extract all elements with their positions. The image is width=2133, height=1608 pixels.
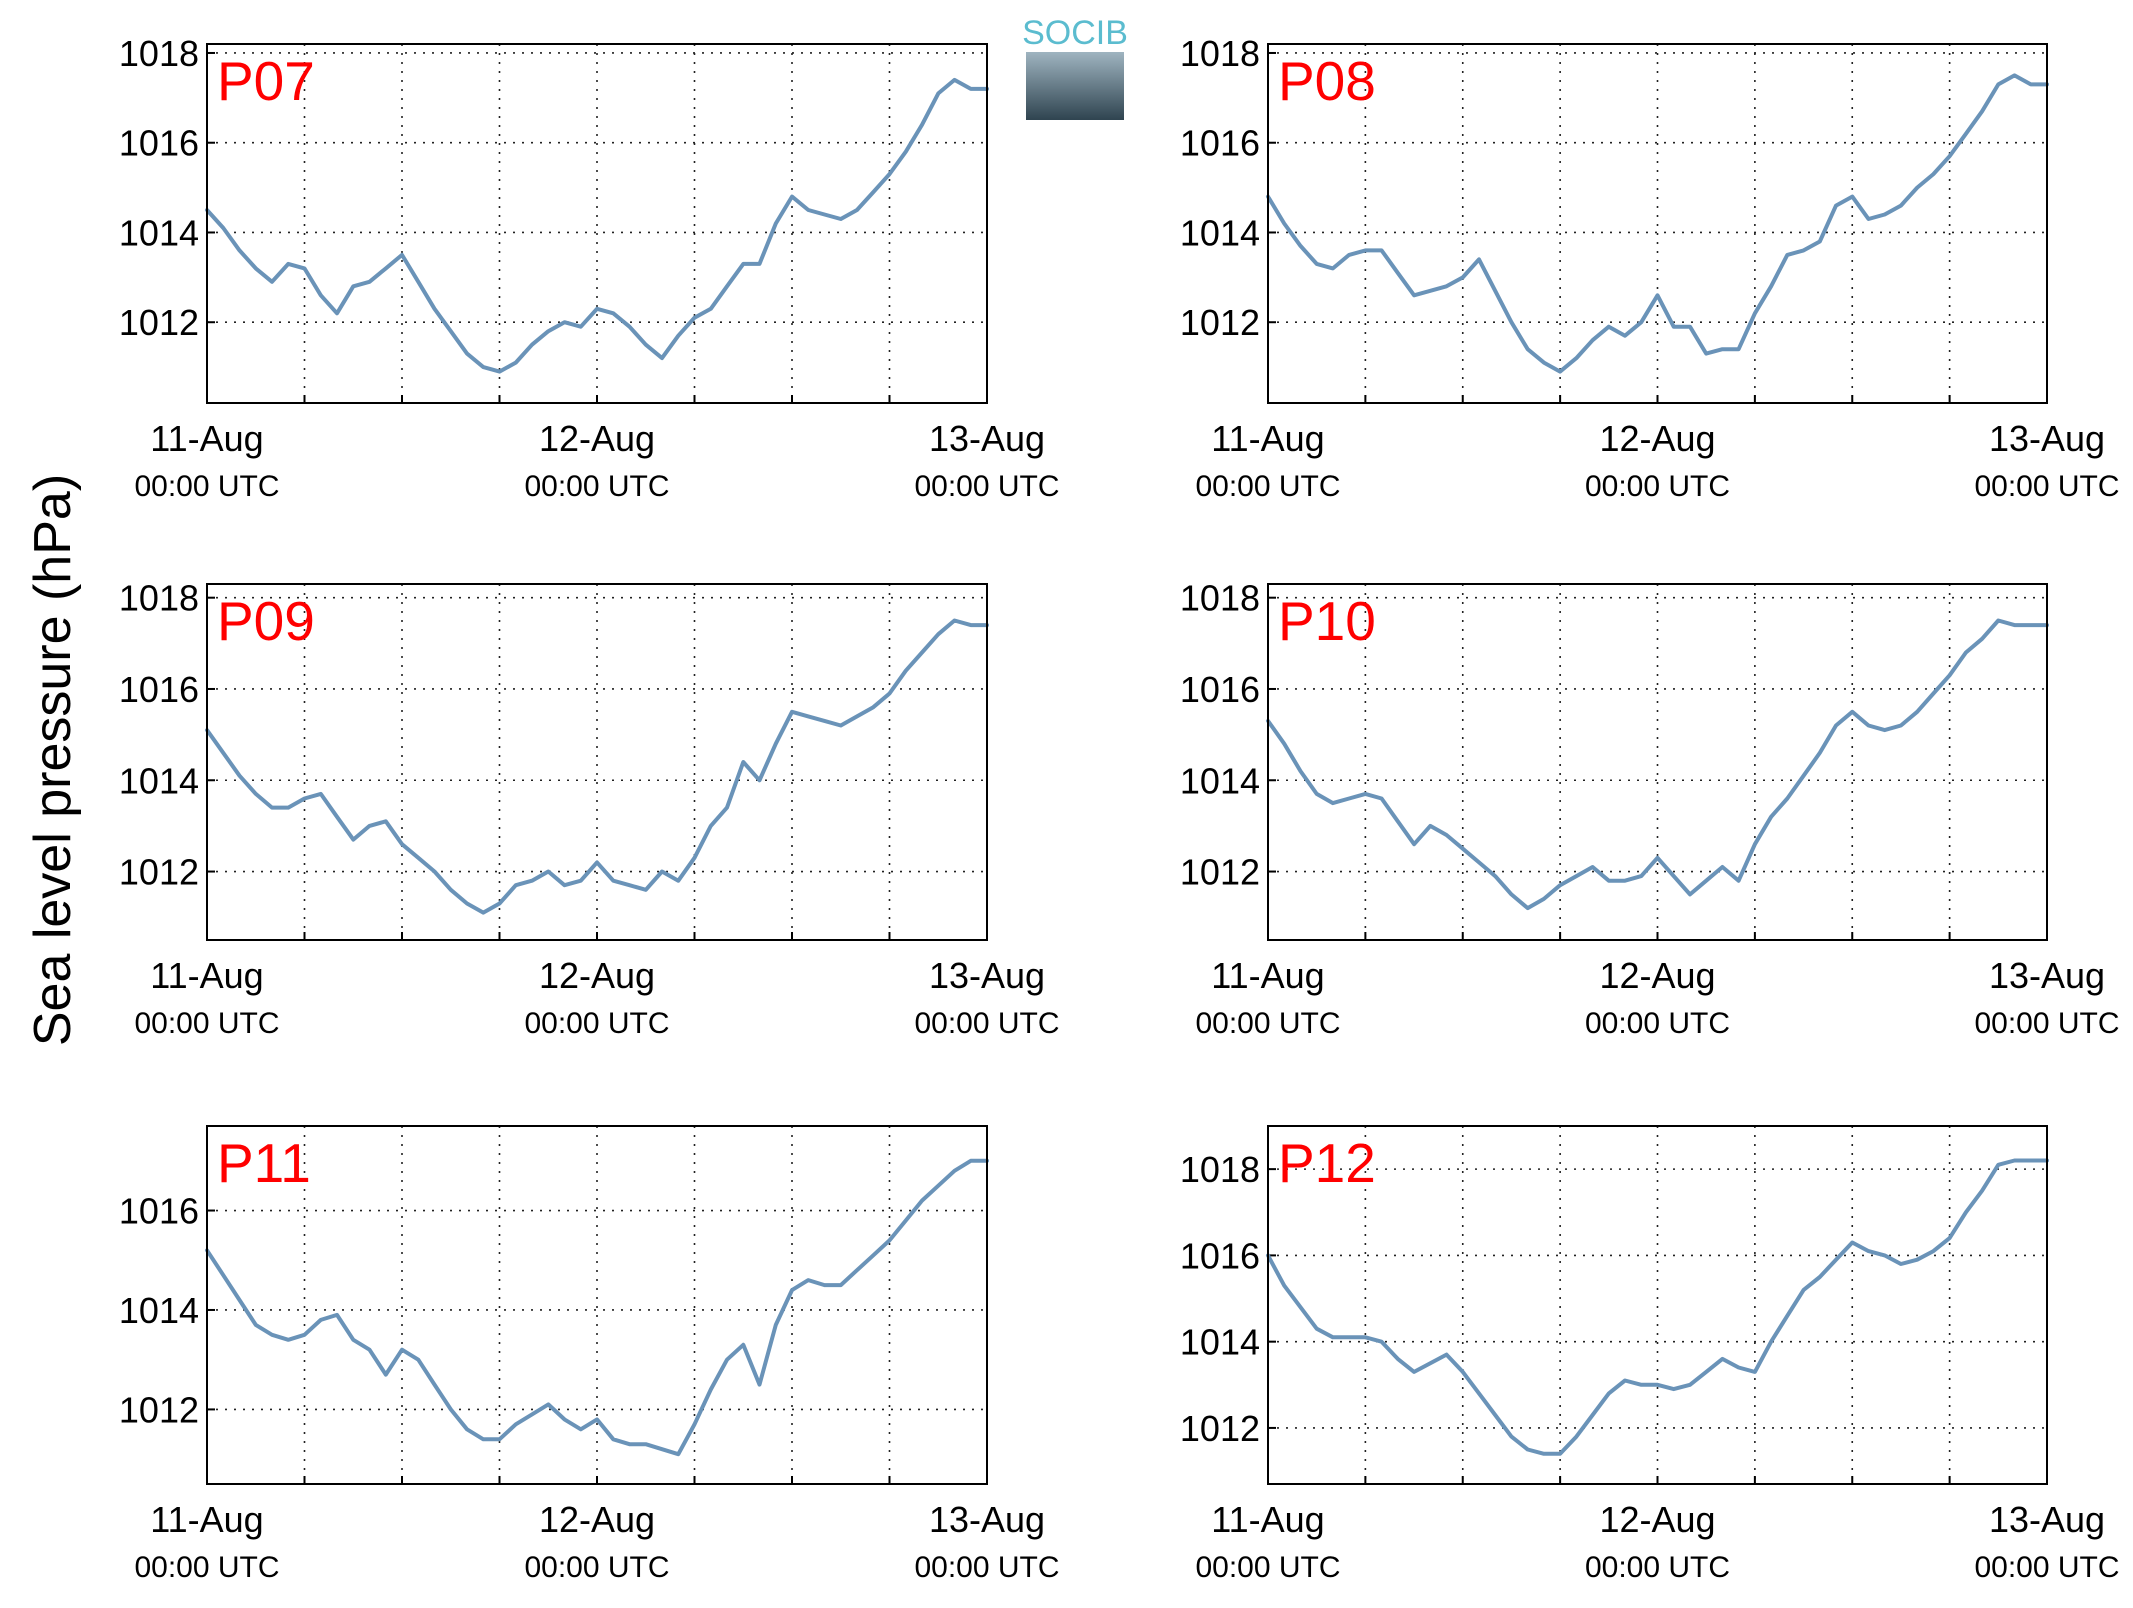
panel: 11-Aug 00:00 UTC 12-Aug 00:00 UTC 13-Aug 00:0… bbox=[119, 33, 1060, 503]
y-tick-label: 1012 bbox=[1180, 302, 1260, 343]
x-tick-label: 11-Aug bbox=[150, 418, 263, 459]
panel: 11-Aug 00:00 UTC 12-Aug 00:00 UTC 13-Aug 00:0… bbox=[1180, 33, 2120, 503]
x-tick-sublabel: 00:00 UTC bbox=[1195, 1551, 1340, 1584]
y-tick-label: 1018 bbox=[1180, 578, 1260, 619]
x-tick-sublabel: 00:00 UTC bbox=[1974, 1007, 2119, 1040]
y-tick-label: 1012 bbox=[1180, 1408, 1260, 1449]
plot-frame bbox=[1267, 1125, 2048, 1485]
x-tick-label: 12-Aug bbox=[1599, 1499, 1715, 1540]
x-tick-sublabel: 00:00 UTC bbox=[1974, 470, 2119, 503]
x-tick-sublabel: 00:00 UTC bbox=[134, 470, 279, 503]
y-tick-label: 1014 bbox=[1180, 760, 1260, 801]
x-tick-label: 13-Aug bbox=[1989, 1499, 2105, 1540]
x-tick-label: 11-Aug bbox=[1211, 955, 1324, 996]
plot-frame bbox=[1267, 583, 2048, 941]
x-tick-sublabel: 00:00 UTC bbox=[1195, 1007, 1340, 1040]
y-tick-label: 1016 bbox=[1180, 669, 1260, 710]
panel-title: P12 bbox=[1278, 1132, 1376, 1194]
x-tick-sublabel: 00:00 UTC bbox=[134, 1551, 279, 1584]
y-tick-label: 1016 bbox=[1180, 123, 1260, 164]
x-tick-sublabel: 00:00 UTC bbox=[524, 1007, 669, 1040]
panel: 11-Aug 00:00 UTC 12-Aug 00:00 UTC 13-Aug 00:0… bbox=[1180, 1125, 2120, 1584]
x-tick-label: 13-Aug bbox=[929, 1499, 1045, 1540]
logo-block bbox=[1026, 52, 1124, 120]
y-tick-label: 1014 bbox=[119, 1290, 199, 1331]
y-tick-label: 1018 bbox=[119, 578, 199, 619]
x-tick-label: 12-Aug bbox=[539, 955, 655, 996]
x-tick-label: 13-Aug bbox=[929, 418, 1045, 459]
y-tick-label: 1012 bbox=[1180, 852, 1260, 893]
y-tick-label: 1018 bbox=[119, 33, 199, 74]
y-tick-label: 1016 bbox=[119, 1191, 199, 1232]
plot-frame bbox=[206, 1125, 988, 1485]
y-tick-label: 1018 bbox=[1180, 33, 1260, 74]
x-tick-label: 13-Aug bbox=[929, 955, 1045, 996]
panel-title: P07 bbox=[217, 50, 315, 112]
x-tick-label: 13-Aug bbox=[1989, 418, 2105, 459]
x-tick-sublabel: 00:00 UTC bbox=[1195, 470, 1340, 503]
data-line bbox=[1266, 618, 2049, 911]
x-tick-sublabel: 00:00 UTC bbox=[914, 470, 1059, 503]
panel-title: P10 bbox=[1278, 590, 1376, 652]
x-tick-label: 12-Aug bbox=[539, 1499, 655, 1540]
y-tick-label: 1016 bbox=[119, 669, 199, 710]
logo-text: SOCIB bbox=[1022, 14, 1128, 52]
x-tick-label: 13-Aug bbox=[1989, 955, 2105, 996]
x-tick-sublabel: 00:00 UTC bbox=[1585, 1551, 1730, 1584]
data-line bbox=[1266, 1158, 2049, 1456]
x-tick-sublabel: 00:00 UTC bbox=[1974, 1551, 2119, 1584]
y-axis-label: Sea level pressure (hPa) bbox=[24, 474, 82, 1046]
data-line bbox=[205, 618, 989, 915]
x-tick-sublabel: 00:00 UTC bbox=[524, 1551, 669, 1584]
panel: 11-Aug 00:00 UTC 12-Aug 00:00 UTC 13-Aug 00:0… bbox=[119, 578, 1060, 1040]
x-tick-sublabel: 00:00 UTC bbox=[1585, 1007, 1730, 1040]
x-tick-label: 12-Aug bbox=[539, 418, 655, 459]
y-tick-label: 1018 bbox=[1180, 1149, 1260, 1190]
panel: 11-Aug 00:00 UTC 12-Aug 00:00 UTC 13-Aug 00:0… bbox=[119, 1125, 1060, 1584]
logo: SOCIB bbox=[1022, 14, 1128, 120]
x-tick-sublabel: 00:00 UTC bbox=[914, 1007, 1059, 1040]
x-tick-label: 12-Aug bbox=[1599, 418, 1715, 459]
y-tick-label: 1012 bbox=[119, 302, 199, 343]
y-tick-label: 1012 bbox=[119, 1389, 199, 1430]
data-line bbox=[205, 1158, 989, 1457]
data-line bbox=[1266, 73, 2049, 374]
panel: 11-Aug 00:00 UTC 12-Aug 00:00 UTC 13-Aug 00:0… bbox=[1180, 578, 2120, 1040]
y-tick-label: 1016 bbox=[119, 123, 199, 164]
x-tick-label: 11-Aug bbox=[1211, 1499, 1324, 1540]
panel-title: P11 bbox=[217, 1132, 311, 1194]
y-tick-label: 1016 bbox=[1180, 1235, 1260, 1276]
panel-title: P08 bbox=[1278, 50, 1376, 112]
panel-title: P09 bbox=[217, 590, 315, 652]
data-line bbox=[205, 77, 989, 374]
y-tick-label: 1014 bbox=[1180, 212, 1260, 253]
x-tick-label: 11-Aug bbox=[150, 955, 263, 996]
x-tick-sublabel: 00:00 UTC bbox=[914, 1551, 1059, 1584]
x-tick-label: 12-Aug bbox=[1599, 955, 1715, 996]
x-tick-sublabel: 00:00 UTC bbox=[1585, 470, 1730, 503]
x-tick-label: 11-Aug bbox=[150, 1499, 263, 1540]
y-tick-label: 1014 bbox=[119, 212, 199, 253]
plot-frame bbox=[1267, 43, 2048, 404]
y-tick-label: 1012 bbox=[119, 852, 199, 893]
x-tick-label: 11-Aug bbox=[1211, 418, 1324, 459]
x-tick-sublabel: 00:00 UTC bbox=[134, 1007, 279, 1040]
y-tick-label: 1014 bbox=[119, 760, 199, 801]
y-tick-label: 1014 bbox=[1180, 1322, 1260, 1363]
x-tick-sublabel: 00:00 UTC bbox=[524, 470, 669, 503]
plot-frame bbox=[206, 583, 988, 941]
plot-frame bbox=[206, 43, 988, 404]
